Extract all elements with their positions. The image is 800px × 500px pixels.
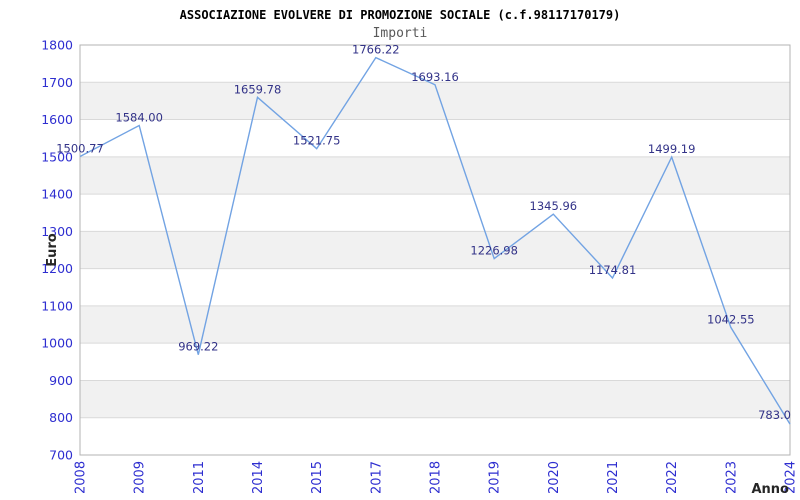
y-tick-label: 1100 <box>41 298 73 313</box>
x-tick-label: 2018 <box>429 461 444 494</box>
value-label: 1500.77 <box>56 142 104 156</box>
value-label: 1521.75 <box>293 134 341 148</box>
value-label: 1174.81 <box>589 263 637 277</box>
x-tick-label: 2009 <box>133 461 148 494</box>
y-tick-label: 1600 <box>41 112 73 127</box>
value-label: 783.0 <box>758 408 791 422</box>
x-tick-label: 2024 <box>784 461 799 494</box>
y-tick-label: 1300 <box>41 224 73 239</box>
plot-band <box>80 380 790 418</box>
x-tick-label: 2022 <box>665 461 680 494</box>
x-tick-label: 2008 <box>74 461 89 494</box>
value-label: 969.22 <box>178 340 218 354</box>
x-tick-label: 2014 <box>251 461 266 494</box>
plot-band <box>80 231 790 269</box>
value-label: 1584.00 <box>115 111 163 125</box>
value-label: 1226.98 <box>470 244 518 258</box>
y-tick-label: 1000 <box>41 336 73 351</box>
y-tick-label: 1200 <box>41 261 73 276</box>
y-tick-label: 1500 <box>41 149 73 164</box>
x-tick-label: 2020 <box>547 461 562 494</box>
y-axis-title: Euro <box>45 233 60 267</box>
value-label: 1766.22 <box>352 43 400 57</box>
y-tick-label: 900 <box>49 373 73 388</box>
importi-line-series <box>79 56 791 425</box>
chart-title: ASSOCIAZIONE EVOLVERE DI PROMOZIONE SOCI… <box>179 8 621 22</box>
chart-subtitle: Importi <box>372 26 428 41</box>
plot-band <box>80 82 790 120</box>
y-tick-label: 1400 <box>41 187 73 202</box>
plot-band <box>80 305 790 344</box>
x-tick-label: 2011 <box>192 461 207 494</box>
value-label: 1345.96 <box>530 199 578 213</box>
value-label: 1499.19 <box>648 142 696 156</box>
x-axis-title: Anno <box>751 482 789 497</box>
y-tick-label: 1700 <box>41 75 73 90</box>
y-tick-label: 700 <box>49 448 73 463</box>
plot-band <box>80 156 790 195</box>
y-tick-label: 800 <box>49 410 73 425</box>
x-tick-label: 2015 <box>310 461 325 494</box>
plot-border <box>79 44 791 456</box>
y-tick-label: 1800 <box>41 38 73 53</box>
value-label: 1659.78 <box>234 82 282 96</box>
value-label: 1042.55 <box>707 312 755 326</box>
value-label: 1693.16 <box>411 70 459 84</box>
x-tick-label: 2023 <box>724 461 739 494</box>
x-tick-label: 2017 <box>369 461 384 494</box>
x-tick-label: 2021 <box>606 461 621 494</box>
x-tick-label: 2019 <box>488 461 503 494</box>
